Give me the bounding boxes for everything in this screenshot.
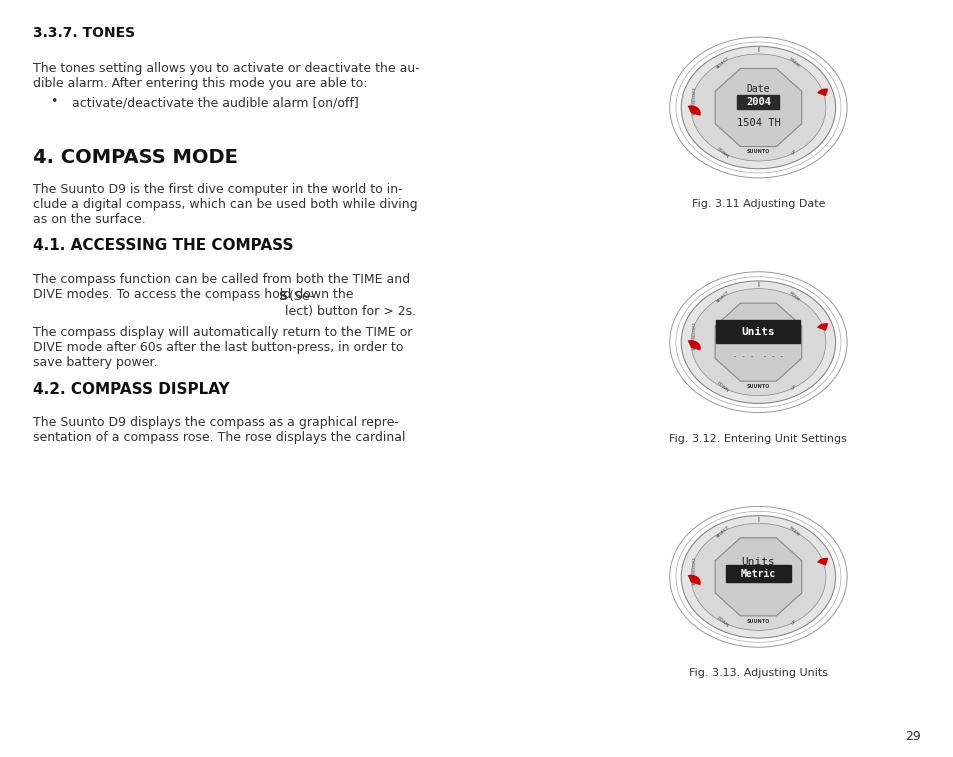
Text: 29: 29 [903, 731, 920, 743]
Text: S: S [278, 289, 287, 303]
Wedge shape [687, 340, 700, 350]
Text: UP: UP [790, 149, 797, 156]
FancyBboxPatch shape [737, 95, 779, 109]
Text: MODE: MODE [787, 526, 800, 537]
Text: Units: Units [740, 326, 775, 337]
Text: activate/deactivate the audible alarm [on/off]: activate/deactivate the audible alarm [o… [71, 97, 358, 110]
Wedge shape [687, 575, 700, 585]
Text: 4.2. COMPASS DISPLAY: 4.2. COMPASS DISPLAY [33, 382, 230, 397]
Text: 2004: 2004 [745, 97, 770, 107]
Text: •: • [51, 95, 58, 108]
Circle shape [680, 516, 835, 638]
Text: SELECT: SELECT [715, 55, 730, 70]
Text: SUUNTO: SUUNTO [746, 149, 769, 154]
Text: The compass function can be called from both the TIME and
DIVE modes. To access : The compass function can be called from … [33, 273, 410, 301]
FancyBboxPatch shape [716, 320, 800, 343]
Text: Fig. 3.11 Adjusting Date: Fig. 3.11 Adjusting Date [691, 199, 824, 209]
Text: TANK PRESSURE: TANK PRESSURE [692, 322, 696, 351]
Circle shape [680, 46, 835, 169]
Text: Fig. 3.13. Adjusting Units: Fig. 3.13. Adjusting Units [688, 668, 827, 678]
Text: I: I [757, 48, 759, 54]
Text: TANK PRESSURE: TANK PRESSURE [692, 556, 696, 586]
Wedge shape [816, 89, 827, 96]
Text: 1504 TH: 1504 TH [736, 117, 780, 128]
Text: 4. COMPASS MODE: 4. COMPASS MODE [33, 148, 238, 167]
Text: The tones setting allows you to activate or deactivate the au-
dible alarm. Afte: The tones setting allows you to activate… [33, 62, 419, 90]
Text: SUUNTO: SUUNTO [746, 384, 769, 389]
Polygon shape [715, 537, 801, 616]
Circle shape [690, 288, 825, 396]
Text: Date: Date [746, 84, 769, 95]
Text: Metric: Metric [740, 569, 775, 579]
Text: 4.1. ACCESSING THE COMPASS: 4.1. ACCESSING THE COMPASS [33, 238, 294, 254]
Text: 3.3.7. TONES: 3.3.7. TONES [33, 26, 135, 40]
Text: (Se-
lect) button for > 2s.: (Se- lect) button for > 2s. [285, 289, 416, 317]
Text: The compass display will automatically return to the TIME or
DIVE mode after 60s: The compass display will automatically r… [33, 326, 413, 369]
Circle shape [690, 54, 825, 161]
Text: SELECT: SELECT [715, 290, 730, 304]
Text: Units: Units [740, 556, 775, 567]
Text: MODE: MODE [787, 291, 800, 303]
Text: UP: UP [790, 384, 797, 391]
Text: SELECT: SELECT [715, 525, 730, 539]
Text: I: I [757, 517, 759, 523]
Circle shape [690, 523, 825, 631]
Text: SUUNTO: SUUNTO [746, 618, 769, 624]
Text: DOWN: DOWN [716, 381, 729, 394]
Text: The Suunto D9 displays the compass as a graphical repre-
sentation of a compass : The Suunto D9 displays the compass as a … [33, 416, 405, 444]
Wedge shape [816, 558, 827, 565]
Text: I: I [757, 282, 759, 288]
Wedge shape [816, 323, 827, 331]
Text: DOWN: DOWN [716, 146, 729, 159]
Polygon shape [715, 68, 801, 147]
Text: Fig. 3.12. Entering Unit Settings: Fig. 3.12. Entering Unit Settings [669, 434, 846, 444]
Text: MODE: MODE [787, 57, 800, 68]
Polygon shape [715, 303, 801, 382]
Text: The Suunto D9 is the first dive computer in the world to in-
clude a digital com: The Suunto D9 is the first dive computer… [33, 183, 417, 226]
Circle shape [680, 281, 835, 403]
Text: DOWN: DOWN [716, 615, 729, 628]
FancyBboxPatch shape [725, 565, 790, 582]
Text: - - -  - - -: - - - - - - [732, 353, 783, 359]
Text: TANK PRESSURE: TANK PRESSURE [692, 87, 696, 117]
Wedge shape [687, 105, 700, 116]
Text: UP: UP [790, 618, 797, 625]
